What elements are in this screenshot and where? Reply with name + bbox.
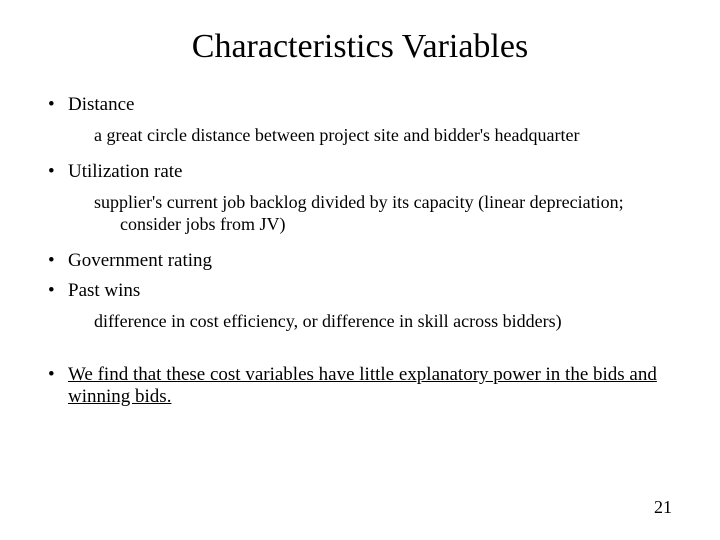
bullet-sub-pastwins: difference in cost efficiency, or differ… xyxy=(94,310,672,333)
spacer xyxy=(48,346,672,364)
bullet-label: Utilization rate xyxy=(68,161,182,183)
bullet-marker-icon: • xyxy=(48,280,68,302)
page-number: 21 xyxy=(654,497,672,518)
bullet-item-distance: • Distance xyxy=(48,94,672,116)
bullet-marker-icon: • xyxy=(48,94,68,116)
bullet-sub-utilization: supplier's current job backlog divided b… xyxy=(94,191,672,236)
bullet-item-government: • Government rating xyxy=(48,250,672,272)
slide-title: Characteristics Variables xyxy=(48,28,672,66)
bullet-sub-distance: a great circle distance between project … xyxy=(94,124,672,147)
bullet-marker-icon: • xyxy=(48,161,68,183)
bullet-item-conclusion: • We find that these cost variables have… xyxy=(48,364,672,408)
bullet-label: Past wins xyxy=(68,280,140,302)
bullet-label: Government rating xyxy=(68,250,212,272)
bullet-item-pastwins: • Past wins xyxy=(48,280,672,302)
bullet-marker-icon: • xyxy=(48,250,68,272)
bullet-label: We find that these cost variables have l… xyxy=(68,364,672,408)
slide: Characteristics Variables • Distance a g… xyxy=(0,0,720,540)
bullet-label: Distance xyxy=(68,94,134,116)
bullet-marker-icon: • xyxy=(48,364,68,386)
bullet-list: • Distance a great circle distance betwe… xyxy=(48,94,672,408)
bullet-item-utilization: • Utilization rate xyxy=(48,161,672,183)
